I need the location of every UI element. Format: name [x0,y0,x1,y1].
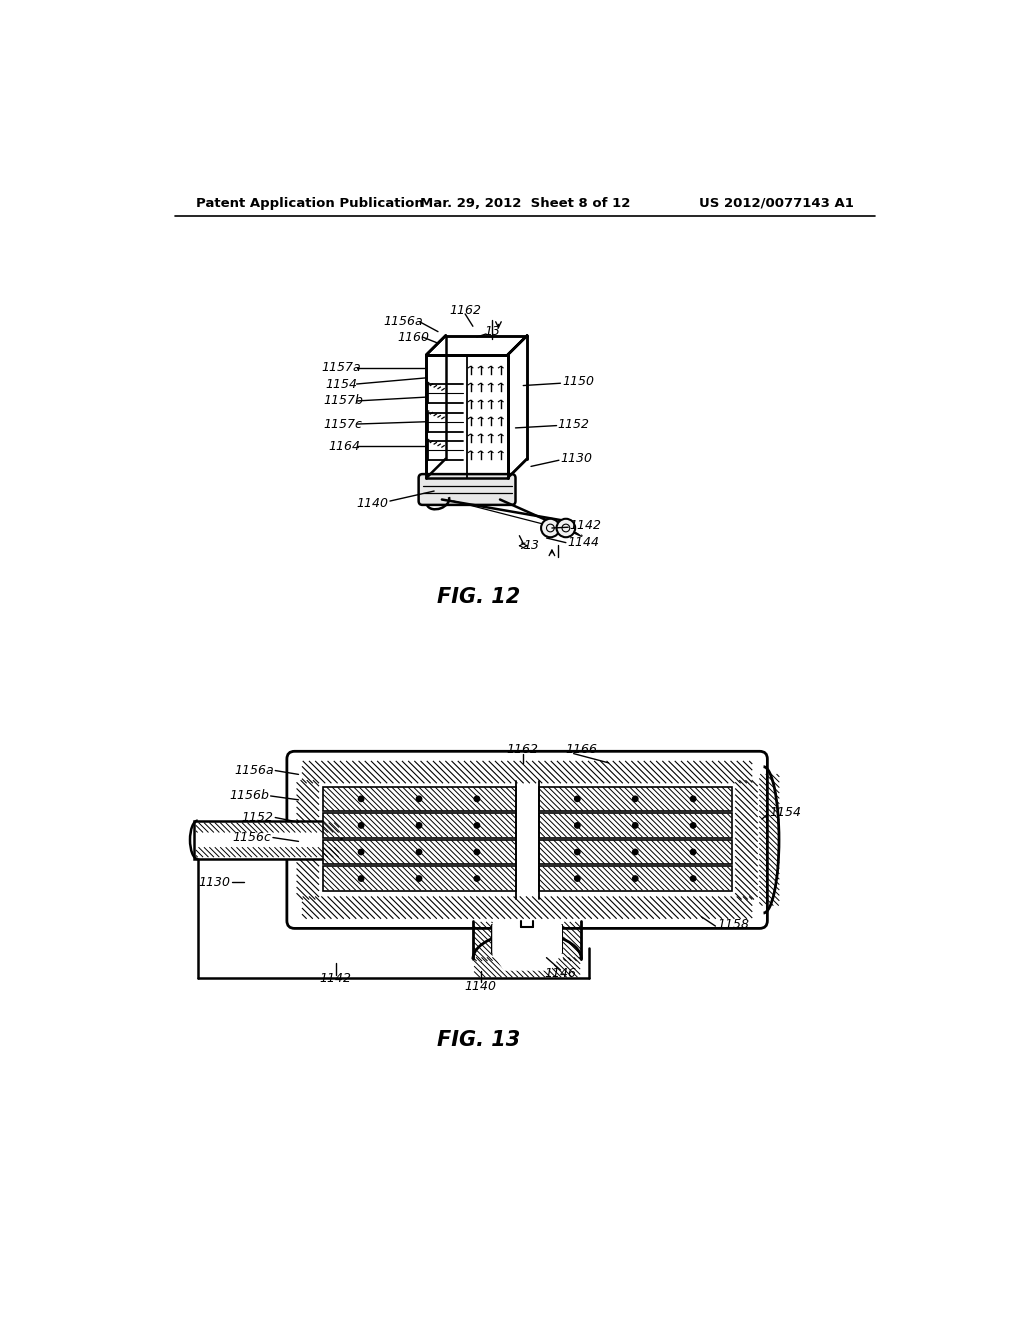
Circle shape [358,822,364,828]
Bar [539,840,732,865]
Bar [539,787,732,810]
Circle shape [574,876,580,882]
Circle shape [690,796,696,801]
Text: 13: 13 [484,325,501,338]
Text: 1152: 1152 [557,417,590,430]
Bar [539,866,732,891]
Circle shape [690,822,696,828]
Circle shape [358,849,364,854]
Text: 1157b: 1157b [324,395,364,408]
Circle shape [557,519,575,537]
Bar [539,813,732,837]
Text: 1144: 1144 [567,536,599,549]
Text: 1162: 1162 [506,743,539,756]
Text: 1157a: 1157a [322,362,361,375]
Text: 1162: 1162 [450,305,481,317]
Bar [323,866,515,891]
Circle shape [574,796,580,801]
Circle shape [574,822,580,828]
Circle shape [633,796,638,801]
Text: 1158: 1158 [717,917,749,931]
Text: 1152: 1152 [242,810,273,824]
Text: 1142: 1142 [569,519,602,532]
Polygon shape [426,355,508,478]
Circle shape [417,876,422,882]
Text: 1156a: 1156a [384,315,423,329]
Text: 1130: 1130 [199,875,230,888]
Text: 1156b: 1156b [229,789,269,803]
Polygon shape [426,335,445,478]
Bar [323,840,515,865]
Text: Patent Application Publication: Patent Application Publication [197,197,424,210]
Bar [323,813,515,837]
Text: US 2012/0077143 A1: US 2012/0077143 A1 [698,197,853,210]
Text: 1130: 1130 [560,453,593,465]
Text: 1154: 1154 [769,807,801,820]
Circle shape [690,849,696,854]
Polygon shape [493,924,562,970]
Text: 1156c: 1156c [232,832,271,843]
Circle shape [541,519,560,537]
Circle shape [358,796,364,801]
Text: 1156a: 1156a [234,764,273,777]
Polygon shape [508,335,527,478]
Circle shape [633,876,638,882]
Polygon shape [562,519,582,536]
FancyBboxPatch shape [287,751,767,928]
Text: 1157c: 1157c [324,417,362,430]
Circle shape [633,849,638,854]
Text: 1140: 1140 [465,979,497,993]
Text: 1146: 1146 [545,966,577,979]
Text: 1150: 1150 [562,375,594,388]
Circle shape [474,822,479,828]
Circle shape [474,796,479,801]
Circle shape [690,876,696,882]
Bar [323,787,515,810]
Text: 1160: 1160 [397,330,430,343]
Text: 1166: 1166 [566,743,598,756]
Text: 1164: 1164 [328,440,360,453]
Text: 1140: 1140 [356,496,389,510]
Text: 1142: 1142 [319,972,351,985]
Text: Mar. 29, 2012  Sheet 8 of 12: Mar. 29, 2012 Sheet 8 of 12 [420,197,630,210]
Text: FIG. 13: FIG. 13 [437,1030,520,1049]
Text: 13: 13 [523,539,540,552]
Circle shape [358,876,364,882]
Text: FIG. 12: FIG. 12 [437,587,520,607]
Circle shape [417,796,422,801]
Circle shape [474,876,479,882]
FancyBboxPatch shape [419,474,515,506]
Polygon shape [426,335,527,355]
Circle shape [633,822,638,828]
Bar [194,821,341,859]
Circle shape [474,849,479,854]
Text: 1154: 1154 [326,378,357,391]
Circle shape [417,849,422,854]
Circle shape [574,849,580,854]
Circle shape [417,822,422,828]
